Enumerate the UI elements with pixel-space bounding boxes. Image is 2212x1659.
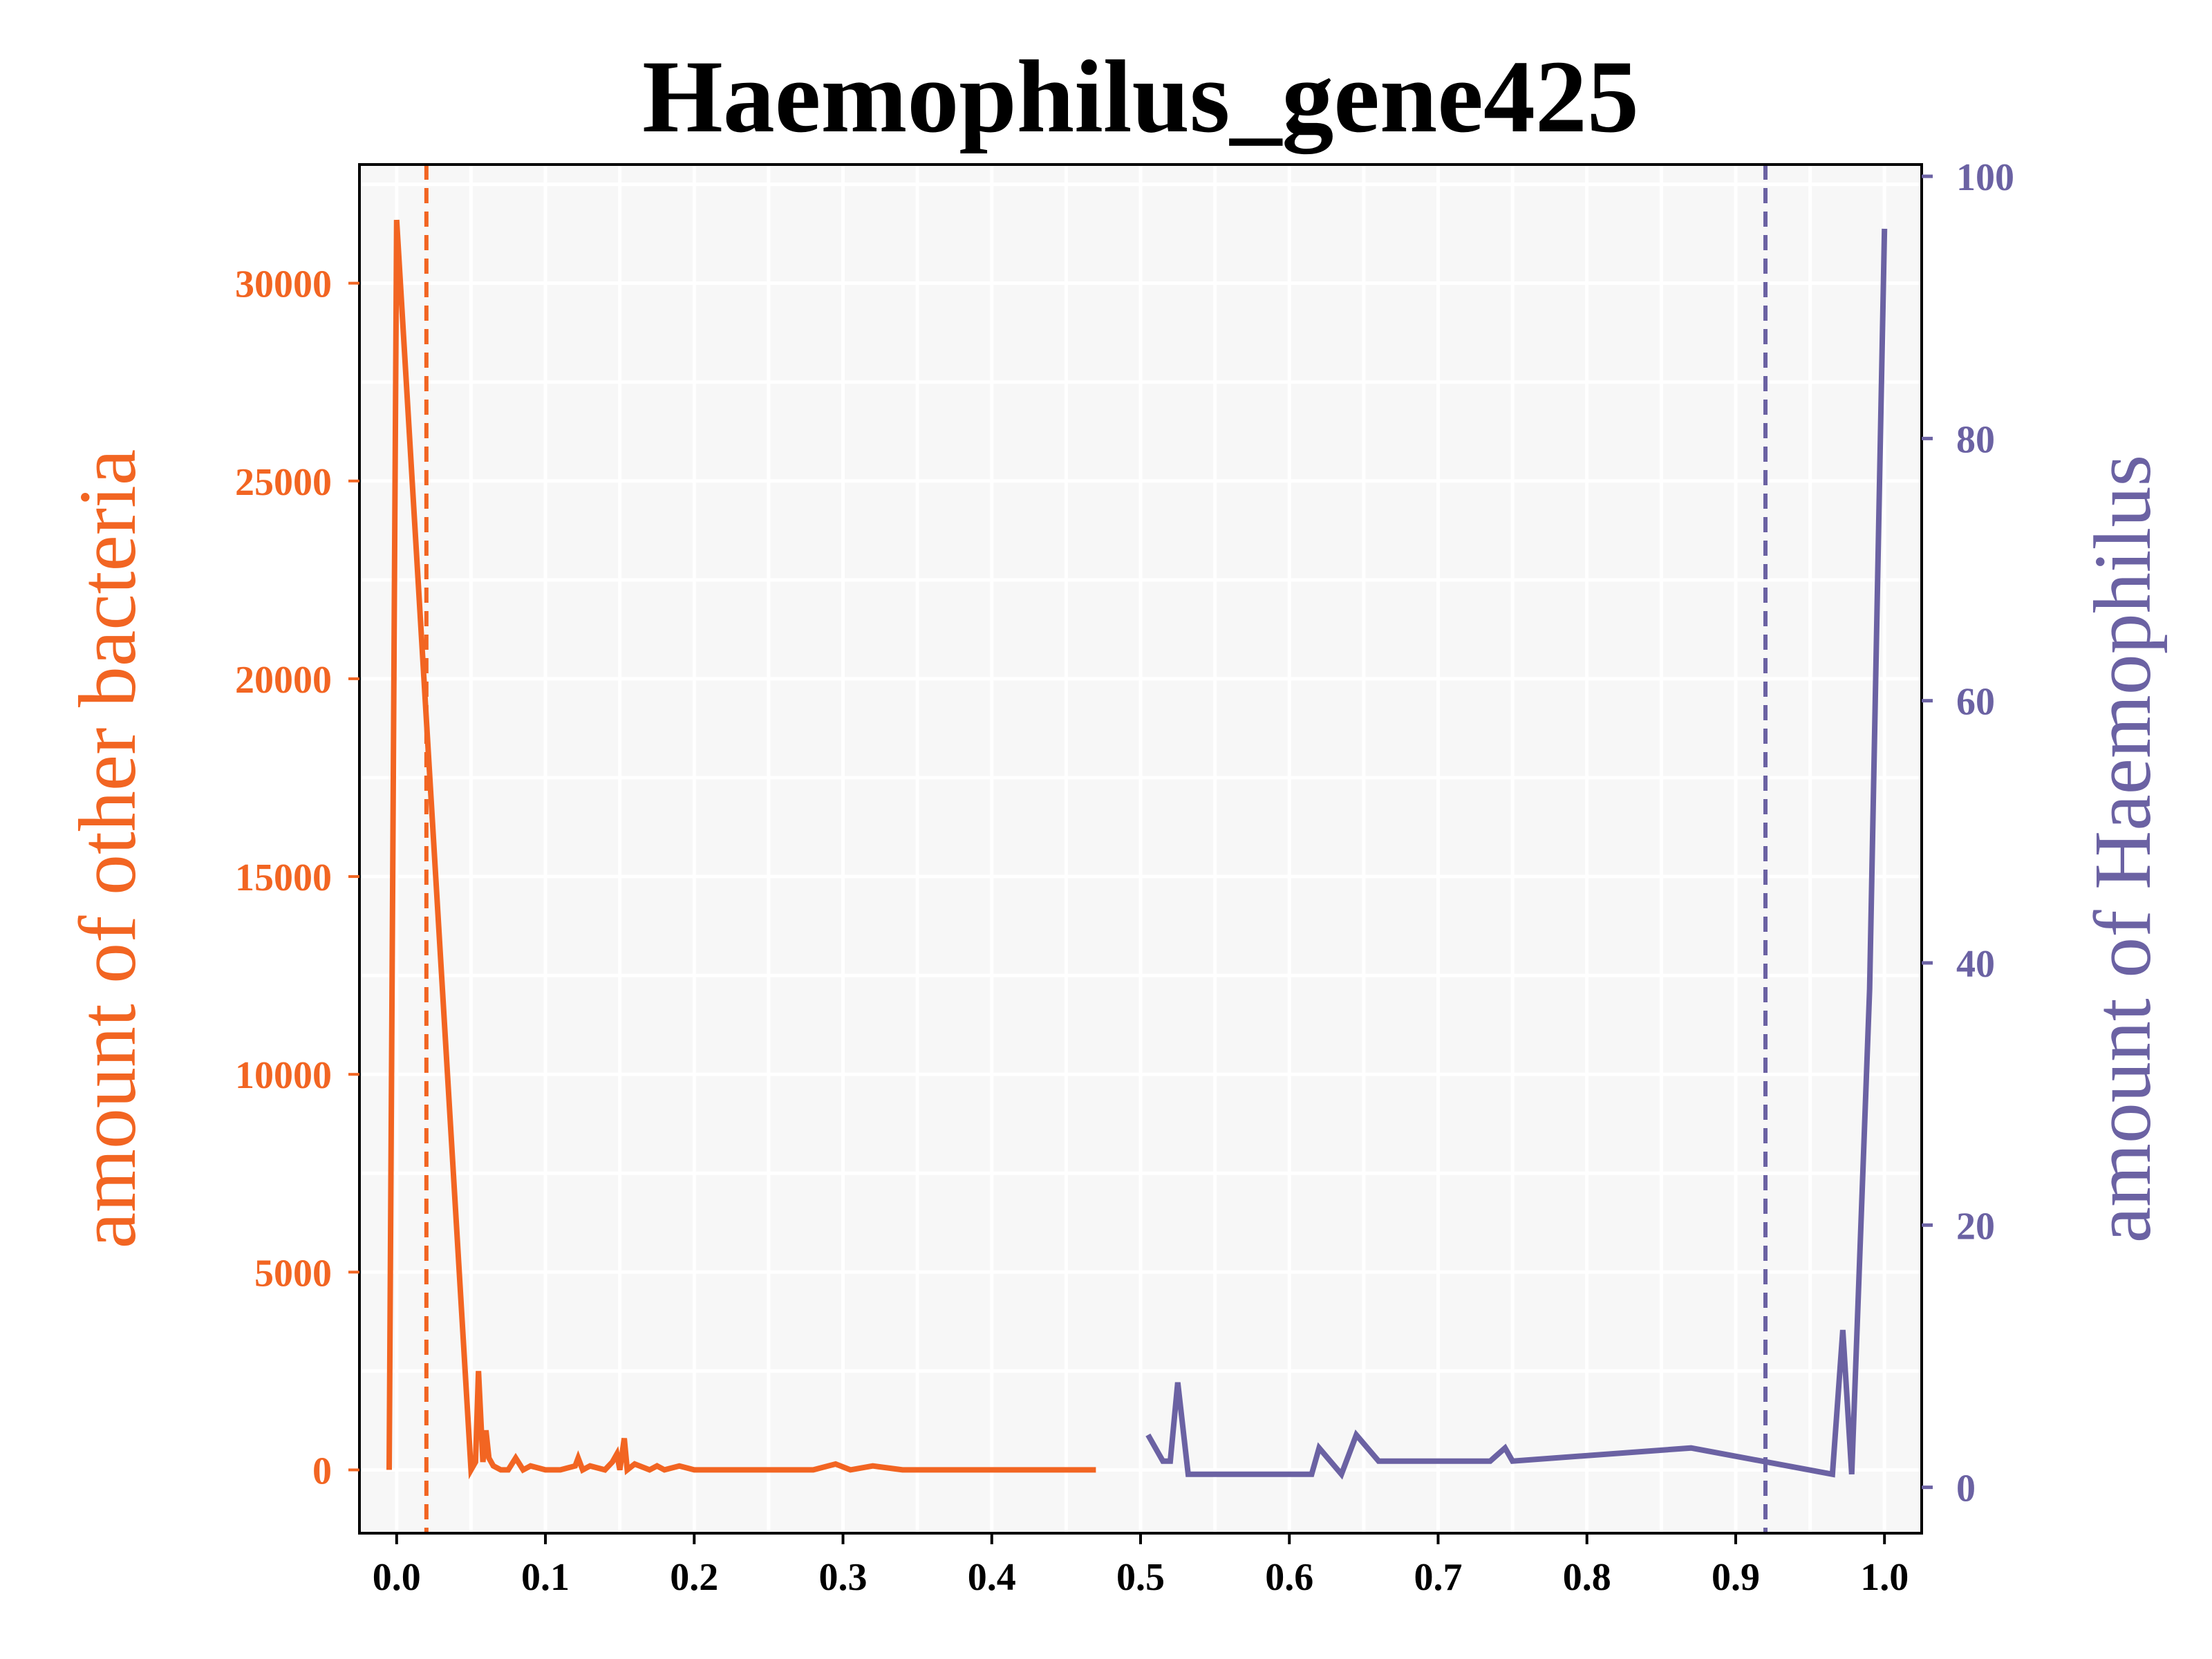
y-left-tick-label: 5000 bbox=[254, 1252, 332, 1295]
x-tick-label: 0.1 bbox=[521, 1556, 570, 1599]
y-left-tick-label: 30000 bbox=[235, 263, 332, 306]
x-tick-label: 0.3 bbox=[819, 1556, 868, 1599]
series-line-haemophilus bbox=[1145, 228, 1888, 1480]
y-axis-right-label: amount of Haemophilus bbox=[2077, 455, 2168, 1243]
y-left-tick-label: 0 bbox=[312, 1450, 332, 1492]
y-right-tick-label: 100 bbox=[1956, 156, 2014, 199]
y-axis-right: 0 20 40 60 80 100 bbox=[1922, 156, 2014, 1510]
y-axis-left-label: amount of other bacteria bbox=[62, 449, 153, 1249]
y-left-tick-label: 25000 bbox=[235, 461, 332, 504]
x-tick-label: 0.4 bbox=[968, 1556, 1016, 1599]
chart-title: Haemophilus_gene425 bbox=[642, 39, 1639, 154]
x-tick-label: 0.2 bbox=[670, 1556, 718, 1599]
x-axis: 0.0 0.1 0.2 0.3 0.4 0.5 0.6 0.7 0.8 0.9 1.0 bbox=[373, 1533, 1909, 1599]
x-tick-label: 0.9 bbox=[1712, 1556, 1760, 1599]
y-right-tick-label: 0 bbox=[1956, 1468, 1976, 1510]
x-tick-label: 0.6 bbox=[1265, 1556, 1313, 1599]
y-left-tick-label: 10000 bbox=[235, 1054, 332, 1097]
x-tick-label: 0.7 bbox=[1414, 1556, 1462, 1599]
x-tick-label: 0.0 bbox=[373, 1556, 421, 1599]
x-tick-label: 0.8 bbox=[1563, 1556, 1611, 1599]
threshold-lines bbox=[424, 165, 1768, 1533]
series-lines bbox=[386, 219, 1888, 1480]
x-tick-label: 0.5 bbox=[1116, 1556, 1165, 1599]
grid bbox=[359, 165, 1922, 1533]
y-left-tick-label: 20000 bbox=[235, 659, 332, 702]
y-right-tick-label: 40 bbox=[1956, 943, 1995, 986]
series-line-other-bacteria bbox=[386, 219, 1096, 1480]
y-right-tick-label: 80 bbox=[1956, 418, 1995, 461]
y-right-tick-label: 60 bbox=[1956, 681, 1995, 724]
y-axis-left: 0 5000 10000 15000 20000 25000 30000 bbox=[235, 263, 359, 1492]
y-left-tick-label: 15000 bbox=[235, 856, 332, 899]
y-right-tick-label: 20 bbox=[1956, 1205, 1995, 1248]
x-tick-label: 1.0 bbox=[1860, 1556, 1909, 1599]
